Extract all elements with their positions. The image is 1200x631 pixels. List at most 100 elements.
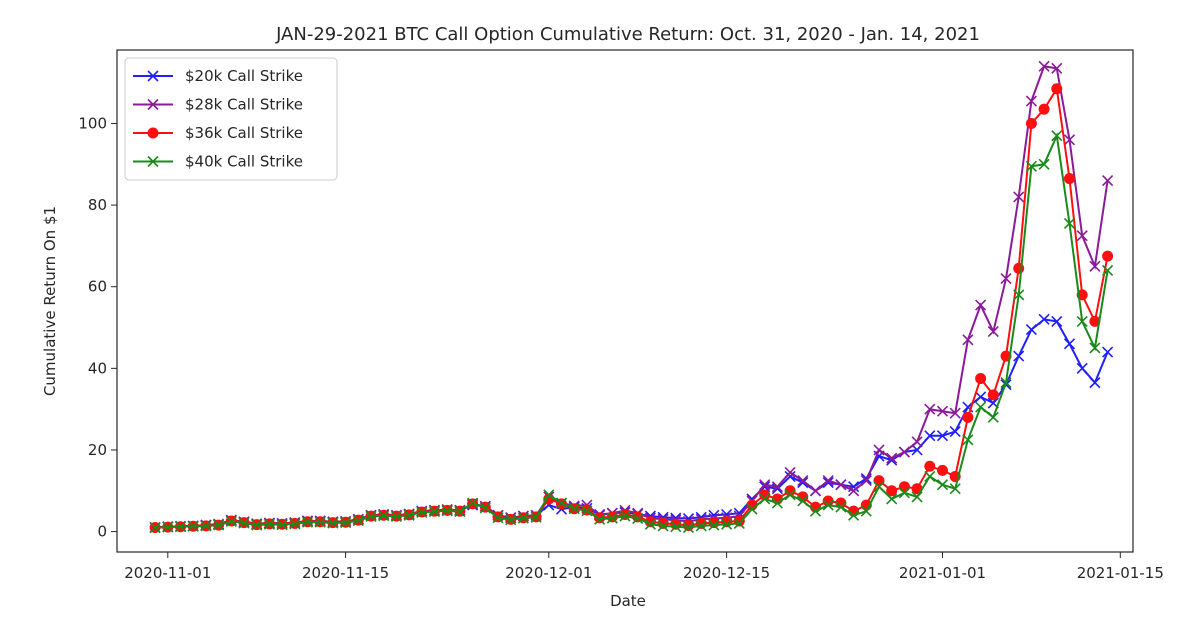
data-point bbox=[1063, 338, 1076, 350]
data-point bbox=[162, 521, 174, 533]
data-point bbox=[924, 470, 936, 483]
data-point bbox=[898, 481, 910, 493]
data-point bbox=[492, 512, 504, 524]
data-point bbox=[1038, 158, 1050, 170]
data-point bbox=[759, 479, 771, 491]
data-point bbox=[670, 521, 682, 533]
data-point bbox=[1089, 342, 1101, 354]
data-point bbox=[860, 505, 872, 517]
series-line bbox=[155, 318, 1109, 529]
y-axis-label: Cumulative Return On $1 bbox=[41, 206, 59, 396]
data-point bbox=[517, 512, 529, 524]
legend-marker bbox=[147, 127, 159, 139]
data-point bbox=[924, 460, 936, 472]
data-point bbox=[454, 506, 466, 518]
data-point bbox=[1013, 191, 1025, 203]
data-point bbox=[835, 501, 847, 513]
y-tick-label: 40 bbox=[88, 359, 107, 377]
data-point bbox=[784, 466, 796, 478]
data-point bbox=[187, 520, 199, 532]
data-point bbox=[1038, 60, 1050, 72]
data-point bbox=[771, 497, 783, 509]
data-point bbox=[1038, 103, 1050, 115]
data-point bbox=[898, 487, 910, 499]
x-tick-label: 2020-11-15 bbox=[302, 564, 389, 582]
plot-series bbox=[149, 60, 1114, 534]
data-point bbox=[657, 517, 669, 529]
x-axis: 2020-11-01 2020-11-15 2020-12-01 2020-12-15… bbox=[124, 552, 1164, 582]
data-point bbox=[276, 519, 288, 531]
data-point bbox=[1013, 289, 1025, 301]
data-point bbox=[594, 513, 606, 525]
data-point bbox=[975, 373, 987, 385]
data-point bbox=[1051, 62, 1063, 74]
data-point bbox=[200, 520, 212, 532]
data-point bbox=[441, 505, 453, 517]
data-point bbox=[390, 510, 402, 523]
data-point bbox=[949, 483, 961, 495]
y-tick-label: 20 bbox=[88, 441, 107, 459]
data-point bbox=[822, 475, 834, 487]
x-tick-label: 2021-01-15 bbox=[1077, 564, 1164, 582]
data-point bbox=[809, 505, 822, 517]
data-point bbox=[606, 511, 618, 523]
data-point bbox=[797, 495, 809, 507]
data-point bbox=[962, 434, 974, 446]
data-point bbox=[1025, 95, 1037, 107]
data-point bbox=[771, 481, 783, 493]
data-point bbox=[1025, 160, 1037, 172]
data-point bbox=[1102, 250, 1114, 262]
data-point bbox=[987, 389, 999, 401]
data-point bbox=[555, 497, 568, 509]
series-0 bbox=[149, 313, 1114, 534]
data-point bbox=[1025, 324, 1037, 336]
data-point bbox=[873, 475, 885, 487]
data-point bbox=[568, 503, 580, 515]
data-point bbox=[822, 477, 834, 489]
data-point bbox=[1063, 134, 1076, 146]
data-point bbox=[1000, 272, 1012, 285]
data-point bbox=[962, 401, 974, 413]
chart-title: JAN-29-2021 BTC Call Option Cumulative R… bbox=[275, 24, 980, 45]
data-point bbox=[797, 475, 809, 487]
legend-marker bbox=[147, 98, 159, 111]
data-point bbox=[530, 511, 542, 523]
data-point bbox=[936, 430, 949, 442]
data-point bbox=[822, 499, 834, 511]
legend-item: $28k Call Strike bbox=[133, 96, 303, 114]
plot-frame bbox=[116, 49, 1134, 553]
data-point bbox=[949, 407, 961, 419]
data-point bbox=[657, 520, 669, 532]
data-point bbox=[606, 512, 618, 524]
data-point bbox=[352, 515, 364, 527]
data-point bbox=[1076, 362, 1088, 374]
data-point bbox=[886, 452, 898, 464]
data-point bbox=[619, 508, 631, 520]
series-3 bbox=[149, 130, 1114, 534]
data-point bbox=[149, 521, 161, 534]
x-tick-label: 2020-11-01 bbox=[124, 564, 211, 582]
data-point bbox=[784, 470, 796, 483]
y-tick-label: 60 bbox=[88, 278, 107, 296]
data-point bbox=[1000, 377, 1012, 389]
data-point bbox=[1064, 173, 1075, 185]
x-tick-label: 2020-12-01 bbox=[505, 564, 592, 582]
data-point bbox=[1025, 117, 1037, 129]
data-point bbox=[505, 514, 517, 526]
data-point bbox=[886, 485, 898, 497]
data-point bbox=[1102, 175, 1114, 187]
data-point bbox=[479, 502, 491, 514]
data-point bbox=[682, 521, 695, 534]
data-point bbox=[467, 497, 479, 509]
data-point bbox=[949, 426, 961, 438]
data-point bbox=[746, 503, 758, 515]
data-point bbox=[822, 495, 834, 507]
data-point bbox=[873, 444, 885, 456]
data-point bbox=[886, 493, 898, 505]
y-axis: 0 20 40 60 80 100 bbox=[78, 114, 117, 541]
data-point bbox=[721, 516, 733, 528]
data-point bbox=[365, 510, 377, 523]
data-point bbox=[378, 510, 390, 522]
data-point bbox=[1076, 230, 1088, 242]
data-point bbox=[238, 517, 250, 529]
